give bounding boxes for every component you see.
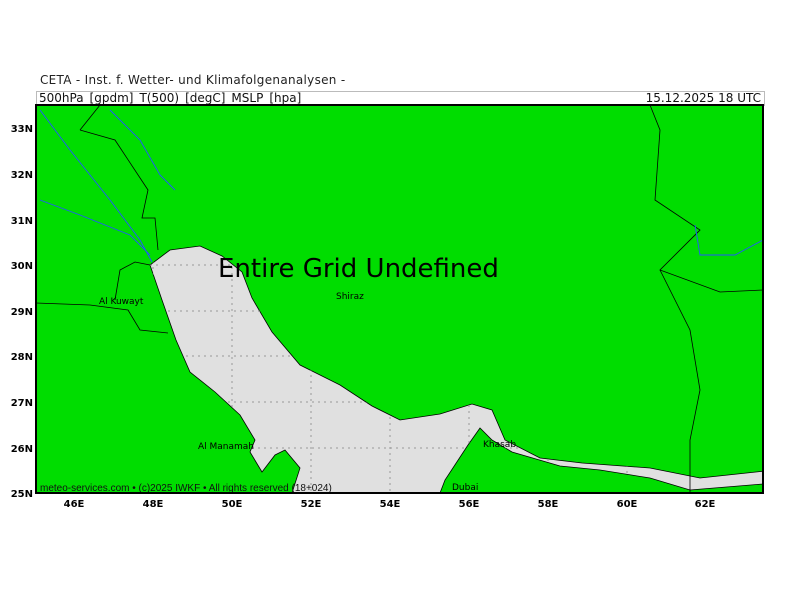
lat-label: 32N [11,170,33,181]
lat-label: 27N [11,398,33,409]
city-dubai: Dubai [452,483,478,493]
lat-label: 30N [11,261,33,272]
lon-label: 60E [617,499,638,510]
lon-label: 62E [695,499,716,510]
lon-label: 56E [459,499,480,510]
lat-label: 25N [11,489,33,500]
lat-axis: 33N 32N 31N 30N 29N 28N 27N 26N 25N [11,124,33,500]
lon-label: 58E [538,499,559,510]
lat-label: 29N [11,307,33,318]
footer-credit: meteo-services.com • (c)2025 IWKF • All … [40,483,332,494]
valid-time: 15.12.2025 18 UTC [645,91,761,105]
lon-axis: 46E 48E 50E 52E 54E 56E 58E 60E 62E [64,499,716,510]
lat-label: 33N [11,124,33,135]
lon-label: 46E [64,499,85,510]
lat-label: 28N [11,352,33,363]
borders [36,105,763,493]
rivers [39,109,763,263]
parameter-label: 500hPa_[gpdm]_T(500)_[degC]_MSLP_[hpa] [39,91,302,105]
lon-label: 54E [380,499,401,510]
undefined-grid-message: Entire Grid Undefined [218,254,499,284]
lat-label: 31N [11,216,33,227]
lat-label: 26N [11,444,33,455]
institute-title: CETA - Inst. f. Wetter- und Klimafolgena… [40,73,346,87]
persian-gulf-water [149,245,763,493]
map-frame [35,104,764,494]
city-manamah: Al Manamah [198,442,254,452]
lon-label: 52E [301,499,322,510]
city-kuwait: Al Kuwayt [99,297,144,307]
city-shiraz: Shiraz [336,292,364,302]
lon-label: 50E [222,499,243,510]
city-khasab: Khasab [483,440,516,450]
lon-label: 48E [143,499,164,510]
